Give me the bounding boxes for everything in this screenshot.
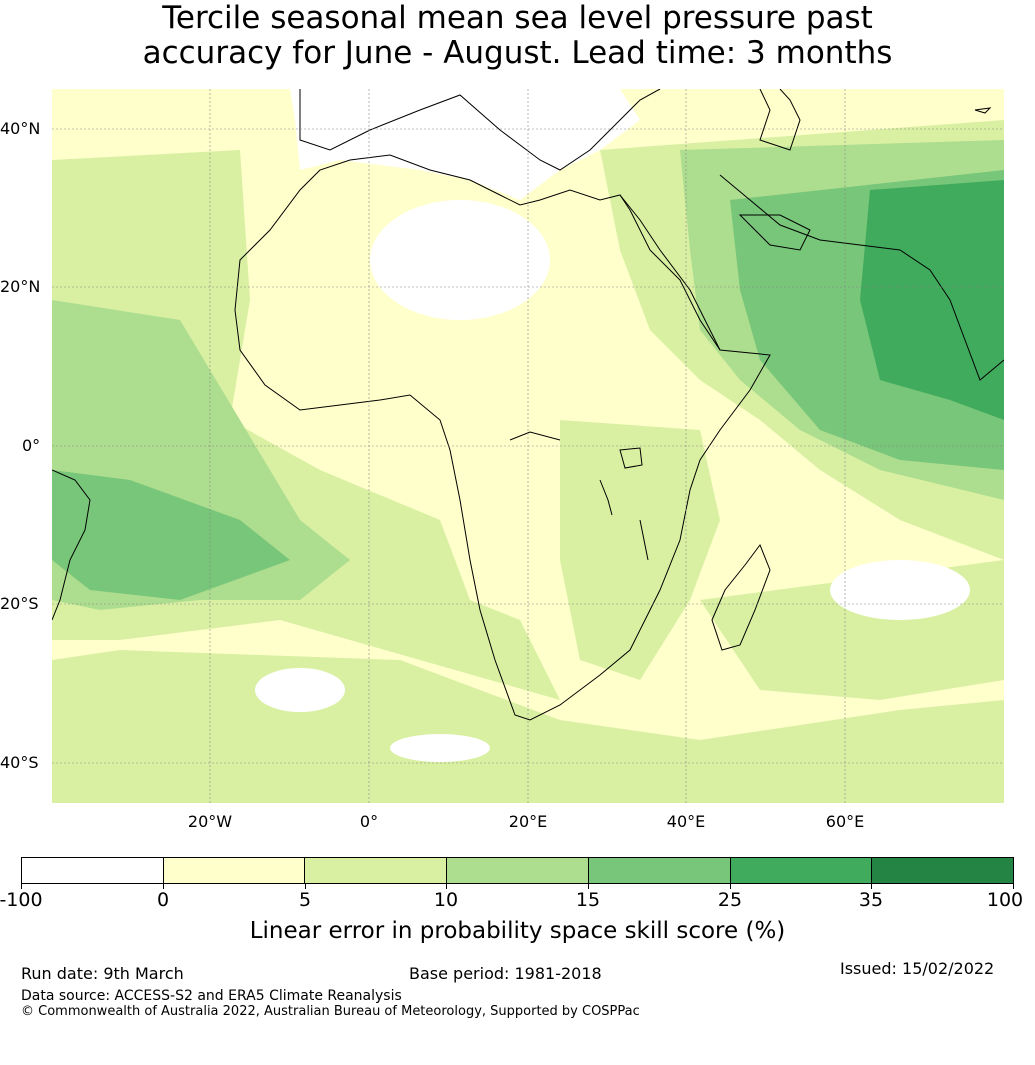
colorbar bbox=[21, 857, 1014, 884]
colorbar-segment bbox=[22, 858, 164, 883]
colorbar-segment bbox=[447, 858, 589, 883]
lat-label-20s: 20°S bbox=[0, 594, 39, 613]
colorbar-tick-label: -100 bbox=[0, 889, 43, 911]
colorbar-segment bbox=[872, 858, 1014, 883]
data-source: Data source: ACCESS-S2 and ERA5 Climate … bbox=[21, 988, 402, 1004]
colorbar-segment bbox=[730, 858, 873, 883]
coastlines bbox=[52, 89, 1004, 721]
lat-label-40n: 40°N bbox=[0, 119, 41, 138]
lat-label-20n: 20°N bbox=[0, 277, 41, 296]
colorbar-tick-label: 5 bbox=[298, 889, 312, 911]
colorbar-tick-label: 25 bbox=[717, 889, 743, 911]
colorbar-tick-label: 0 bbox=[156, 889, 170, 911]
colorbar-tick-label: 15 bbox=[575, 889, 601, 911]
lat-label-40s: 40°S bbox=[0, 753, 39, 772]
base-period: Base period: 1981-2018 bbox=[409, 964, 602, 983]
colorbar-segment bbox=[163, 858, 306, 883]
skill-score-map bbox=[52, 89, 1004, 803]
no-data-region bbox=[290, 89, 640, 200]
colorbar-segment bbox=[588, 858, 731, 883]
colorbar-segment bbox=[305, 858, 448, 883]
run-date: Run date: 9th March bbox=[21, 964, 184, 983]
chart-title-line-1: Tercile seasonal mean sea level pressure… bbox=[162, 0, 873, 36]
issued-date: Issued: 15/02/2022 bbox=[840, 959, 995, 978]
colorbar-label: Linear error in probability space skill … bbox=[249, 918, 786, 944]
lon-label-0: 0° bbox=[359, 812, 379, 831]
colorbar-tick-label: 35 bbox=[858, 889, 884, 911]
gridlines bbox=[52, 89, 1004, 803]
copyright: © Commonwealth of Australia 2022, Austra… bbox=[21, 1004, 640, 1019]
chart-title-line-2: accuracy for June - August. Lead time: 3… bbox=[142, 35, 893, 71]
lon-label-60e: 60°E bbox=[825, 812, 865, 831]
lat-label-equator: 0° bbox=[22, 436, 41, 455]
colorbar-tick-label: 100 bbox=[986, 889, 1024, 911]
lon-label-40e: 40°E bbox=[666, 812, 706, 831]
lon-label-20e: 20°E bbox=[508, 812, 548, 831]
skill-field bbox=[52, 89, 1004, 803]
lon-label-20w: 20°W bbox=[187, 812, 233, 831]
colorbar-tick-label: 10 bbox=[433, 889, 459, 911]
